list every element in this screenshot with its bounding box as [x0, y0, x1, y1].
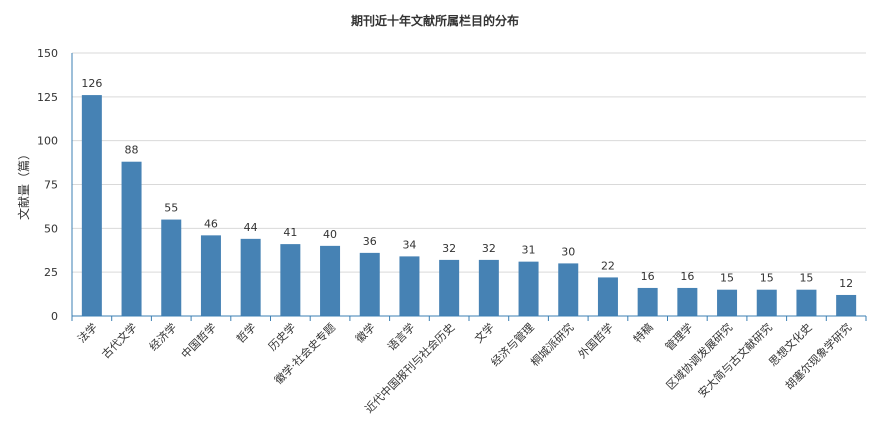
- x-tick-label-2: 经济学: [146, 320, 179, 353]
- y-tick-label-5: 125: [37, 91, 58, 104]
- data-labels: 126 88 55 46 44 41 40 36 34 32 32 31 30 22 16 16 15 15 15 1…: [81, 77, 853, 290]
- bar-value-label-12: 30: [561, 245, 575, 258]
- bar-value-label-14: 16: [641, 270, 655, 283]
- bar-15: [677, 287, 698, 316]
- bar-value-label-18: 15: [799, 272, 813, 285]
- bar-5: [280, 244, 301, 316]
- x-tick-label-14: 特稿: [630, 320, 655, 345]
- axes: [71, 53, 867, 321]
- bar-value-label-7: 36: [363, 235, 377, 248]
- bar-2: [161, 219, 182, 316]
- x-tick-label-8: 语言学: [384, 320, 417, 353]
- bar-1: [121, 161, 142, 316]
- bar-value-label-6: 40: [323, 228, 337, 241]
- bar-10: [478, 259, 499, 316]
- bar-19: [836, 294, 857, 316]
- y-tick-label-3: 75: [44, 179, 58, 192]
- x-tick-label-12: 桐城派研究: [528, 320, 577, 369]
- x-tick-label-16: 区域协调发展研究: [663, 320, 735, 392]
- bar-4: [240, 238, 261, 316]
- x-tick-label-15: 管理学: [662, 320, 695, 353]
- bar-16: [717, 289, 738, 316]
- bar-value-label-5: 41: [283, 226, 297, 239]
- bar-13: [597, 277, 618, 316]
- bar-0: [81, 95, 102, 316]
- x-tick-label-5: 历史学: [265, 320, 298, 353]
- bars: [81, 95, 857, 316]
- bar-value-label-16: 15: [720, 272, 734, 285]
- bar-value-label-8: 34: [402, 238, 416, 251]
- bar-value-label-13: 22: [601, 259, 615, 272]
- x-tick-label-17: 安大简与古文献研究: [695, 320, 775, 400]
- bar-value-label-0: 126: [81, 77, 102, 90]
- x-tick-label-19: 胡塞尔现象学研究: [782, 320, 854, 392]
- bar-value-label-3: 46: [204, 217, 218, 230]
- y-axis-label: 文献量（篇）: [16, 148, 31, 220]
- y-axis-ticks: 0 25 50 75 100 125 150: [37, 47, 58, 323]
- bar-value-label-2: 55: [164, 202, 178, 215]
- bar-18: [796, 289, 817, 316]
- bar-value-label-17: 15: [760, 272, 774, 285]
- x-tick-label-3: 中国哲学: [178, 320, 219, 361]
- chart-title: 期刊近十年文献所属栏目的分布: [351, 13, 519, 28]
- bar-value-label-19: 12: [839, 277, 853, 290]
- bar-8: [399, 256, 420, 316]
- bar-7: [359, 252, 380, 316]
- x-tick-label-4: 哲学: [233, 320, 258, 345]
- bar-11: [518, 261, 539, 316]
- bar-14: [637, 287, 658, 316]
- bar-value-label-9: 32: [442, 242, 456, 255]
- bar-6: [320, 245, 341, 316]
- bar-value-label-15: 16: [680, 270, 694, 283]
- bar-9: [439, 259, 460, 316]
- y-tick-label-0: 0: [51, 310, 58, 323]
- bar-value-label-11: 31: [522, 244, 536, 257]
- bar-value-label-10: 32: [482, 242, 496, 255]
- x-tick-label-1: 古代文学: [99, 320, 140, 361]
- x-tick-label-0: 法学: [75, 320, 100, 345]
- grid-lines: [72, 52, 866, 273]
- y-tick-label-1: 25: [44, 266, 58, 279]
- x-tick-label-7: 徽学: [352, 320, 377, 345]
- y-tick-label-6: 150: [37, 47, 58, 60]
- bar-3: [200, 235, 221, 316]
- x-tick-label-10: 文学: [472, 320, 497, 345]
- bar-value-label-4: 44: [244, 221, 258, 234]
- bar-value-label-1: 88: [125, 144, 139, 157]
- bar-17: [756, 289, 777, 316]
- y-tick-label-2: 50: [44, 222, 58, 235]
- x-tick-label-13: 外国哲学: [575, 320, 616, 361]
- bar-12: [558, 263, 579, 316]
- y-tick-label-4: 100: [37, 135, 58, 148]
